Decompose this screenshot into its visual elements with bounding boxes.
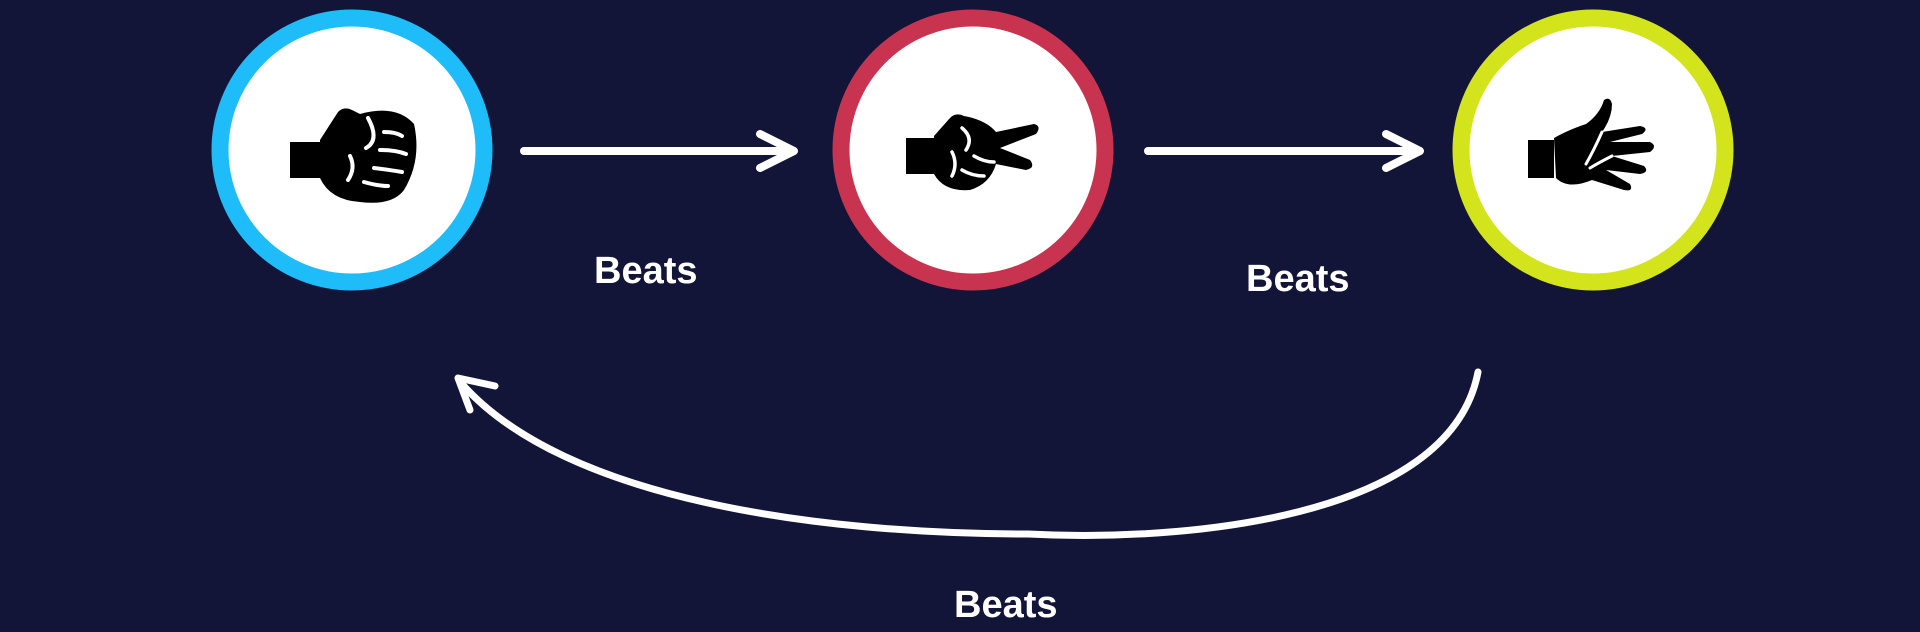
scissors-hand-icon <box>906 114 1039 191</box>
label-rock-beats-scissors: Beats <box>594 250 698 292</box>
paper-open-hand-icon <box>1528 98 1654 191</box>
rock-fist-icon <box>290 108 417 203</box>
scissors-node <box>832 9 1114 291</box>
arrow-rock-to-scissors <box>520 130 798 172</box>
rock-node <box>211 9 493 291</box>
label-scissors-beats-paper: Beats <box>1246 258 1350 300</box>
label-paper-beats-rock: Beats <box>954 584 1058 626</box>
arrow-paper-to-rock <box>454 368 1482 539</box>
paper-node <box>1452 9 1734 291</box>
arrow-scissors-to-paper <box>1144 130 1424 172</box>
